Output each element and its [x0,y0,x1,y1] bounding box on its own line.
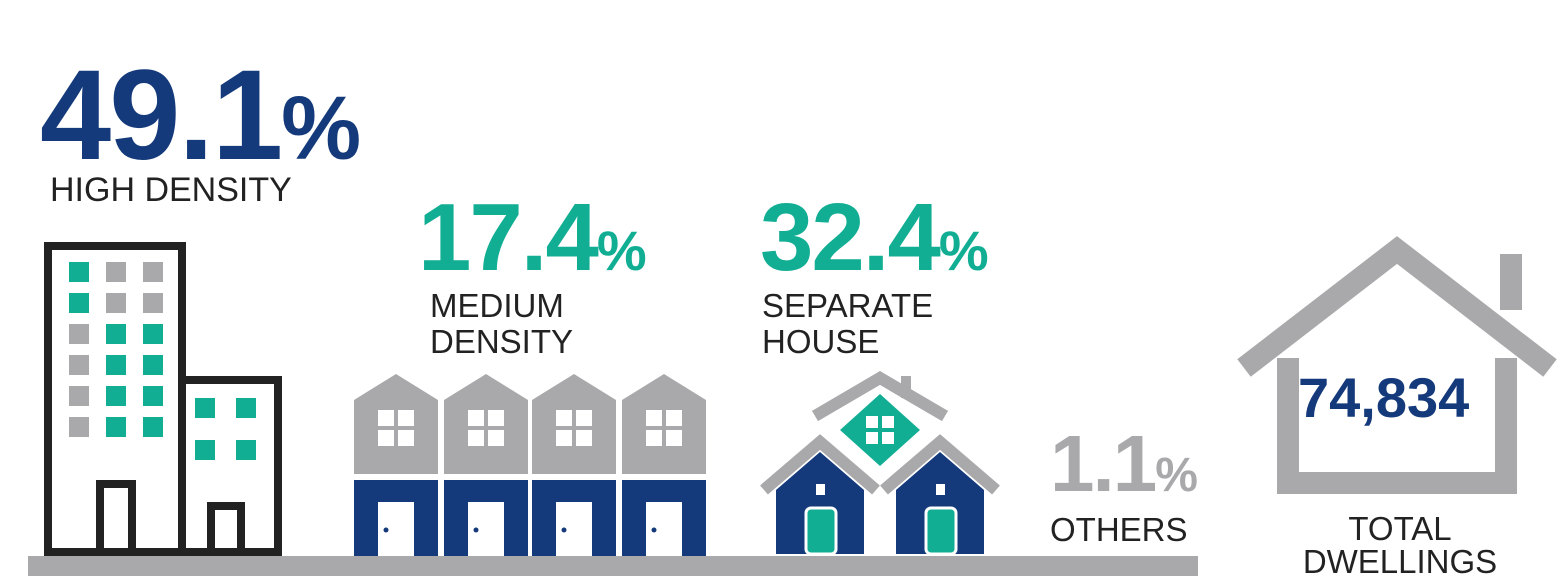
townhouse-unit [444,374,528,556]
tower-window [143,417,163,437]
separate-house-label: SEPARATE HOUSE [762,288,933,359]
medium-density-label-line2: DENSITY [430,322,574,360]
tower-window [106,355,126,375]
tower-window [143,324,163,344]
tower-window [69,355,89,375]
tower-window [69,417,89,437]
high-density-label: HIGH DENSITY [50,171,292,209]
others-percentage: 1.1% [1050,424,1198,504]
total-dwellings-label-line2: DWELLINGS [1302,543,1498,580]
ground-line [28,556,1198,576]
separate-house-label-line1: SEPARATE [762,287,934,324]
tower-window [106,262,126,282]
tower-window [143,355,163,375]
tower-window [106,386,126,406]
tower-window [106,417,126,437]
townhouse-unit [532,374,616,556]
tower-window [143,386,163,406]
separate-house-value: 32.4 [760,184,941,291]
detached-house-icon [760,371,1000,556]
medium-density-label: MEDIUM DENSITY [430,288,573,359]
total-dwellings-value: 74,834 [1298,366,1470,429]
others-unit: % [1155,449,1198,502]
townhouse-unit [354,374,438,556]
separate-house-percentage: 32.4% [760,190,989,286]
tower-window [143,293,163,313]
high-density-percentage: 49.1% [40,52,361,180]
total-dwellings-label: TOTAL DWELLINGS [1290,512,1510,578]
tower-window [69,293,89,313]
tower-window [106,324,126,344]
total-dwellings-label-line1: TOTAL [1348,510,1452,547]
apartment-building-icon [44,242,282,556]
tower-window [69,386,89,406]
high-density-unit: % [281,79,361,179]
tower-window [69,262,89,282]
tower-window [69,324,89,344]
others-value: 1.1 [1050,419,1157,508]
medium-density-percentage: 17.4% [418,190,647,286]
separate-house-unit: % [938,219,989,282]
medium-density-label-line1: MEDIUM [430,287,564,324]
tower-window [143,262,163,282]
townhouse-unit [622,374,706,556]
medium-density-value: 17.4 [418,184,599,291]
separate-house-label-line2: HOUSE [762,322,880,360]
townhouses-icon [354,374,706,556]
medium-density-unit: % [596,219,647,282]
house-outline-icon [1237,236,1557,494]
others-label: OTHERS [1050,511,1188,548]
tower-window [106,293,126,313]
high-density-value: 49.1 [40,44,283,187]
